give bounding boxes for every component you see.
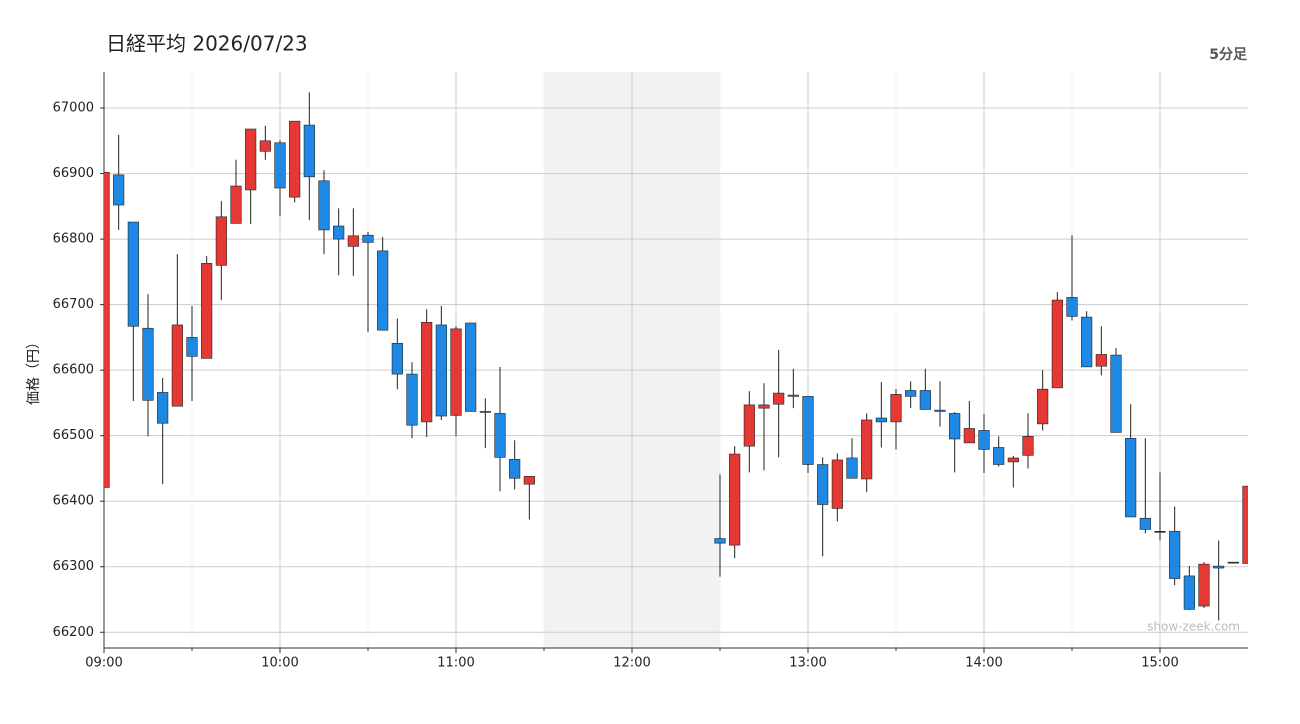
candle-body — [377, 250, 389, 331]
y-tick-label: 67000 — [53, 101, 94, 116]
y-tick-label: 66900 — [53, 166, 94, 181]
candle-body — [1022, 436, 1034, 456]
candle-body — [333, 225, 345, 240]
candle-body — [934, 409, 946, 412]
candle-body — [127, 221, 139, 327]
candle-body — [802, 396, 814, 465]
candle-body — [171, 324, 183, 407]
candle-body — [362, 234, 374, 243]
candle-body — [758, 404, 770, 409]
candle-body — [303, 124, 315, 178]
candle-body — [817, 464, 829, 505]
candle-body — [1051, 299, 1063, 389]
candle-body — [289, 120, 301, 198]
candle-body — [743, 404, 755, 447]
y-tick-label: 66700 — [53, 297, 94, 312]
y-tick-label: 66400 — [53, 494, 94, 509]
candle-body — [1213, 565, 1225, 569]
candle-body — [421, 322, 433, 423]
y-tick-label: 66300 — [53, 559, 94, 574]
candle-body — [905, 390, 917, 397]
candle-body — [1095, 354, 1107, 367]
candle-body — [1169, 531, 1181, 579]
candle-body — [479, 411, 491, 413]
candle-body — [1007, 457, 1019, 463]
watermark: show-zeek.com — [1147, 620, 1240, 634]
candle-body — [318, 180, 330, 231]
chart-title: 日経平均 2026/07/23 — [106, 32, 308, 56]
y-tick-label: 66800 — [53, 232, 94, 247]
candle-body — [104, 171, 110, 488]
candle-body — [1198, 563, 1210, 607]
candle-body — [1125, 438, 1137, 518]
candle-body — [919, 390, 931, 410]
candle-body — [890, 394, 902, 423]
candle-body — [113, 174, 125, 206]
candle-body — [230, 185, 242, 224]
candle-body — [494, 413, 506, 458]
candle-body — [157, 392, 169, 424]
candle-body — [201, 263, 213, 359]
y-axis-label: 価格（円） — [26, 335, 42, 405]
candle-body — [1242, 485, 1248, 564]
candles — [104, 92, 1248, 621]
candle-body — [714, 538, 726, 544]
candle-body — [1066, 297, 1078, 317]
candle-body — [978, 430, 990, 450]
candle-body — [846, 457, 858, 479]
x-tick-label: 15:00 — [1141, 656, 1178, 671]
candle-body — [773, 392, 785, 405]
y-tick-label: 66200 — [53, 625, 94, 640]
candle-body — [465, 322, 477, 412]
y-tick-label: 66500 — [53, 428, 94, 443]
candle-body — [831, 459, 843, 509]
candle-body — [729, 453, 741, 546]
candle-body — [963, 428, 975, 444]
candle-body — [391, 342, 403, 375]
candle-body — [949, 413, 961, 440]
x-tick-label: 09:00 — [85, 656, 122, 671]
candle-body — [1183, 575, 1195, 610]
candle-body — [245, 128, 257, 191]
candle-body — [861, 419, 873, 480]
x-tick-label: 10:00 — [261, 656, 298, 671]
candle-body — [1110, 354, 1122, 433]
candle-body — [509, 458, 521, 479]
candle-body — [215, 216, 227, 266]
candle-body — [1227, 561, 1239, 564]
candle-body — [875, 417, 887, 423]
candle-body — [142, 327, 154, 401]
candle-body — [406, 373, 418, 426]
candle-body — [1037, 388, 1049, 425]
candle-body — [1154, 531, 1166, 533]
candle-body — [274, 142, 286, 189]
x-tick-label: 11:00 — [437, 656, 474, 671]
candle-body — [993, 447, 1005, 465]
x-tick-label: 13:00 — [789, 656, 826, 671]
candle-body — [523, 476, 535, 485]
candle-body — [787, 394, 799, 397]
candle-body — [347, 235, 359, 247]
candle-body — [259, 140, 271, 152]
x-tick-label: 14:00 — [965, 656, 1002, 671]
candle-body — [186, 337, 198, 357]
candle-body — [1081, 316, 1093, 368]
chart-subtitle: 5分足 — [1209, 47, 1248, 63]
candle-body — [435, 324, 447, 417]
x-tick-label: 12:00 — [613, 656, 650, 671]
y-tick-label: 66600 — [53, 363, 94, 378]
candle-body — [450, 328, 462, 416]
candle-body — [1139, 517, 1151, 530]
